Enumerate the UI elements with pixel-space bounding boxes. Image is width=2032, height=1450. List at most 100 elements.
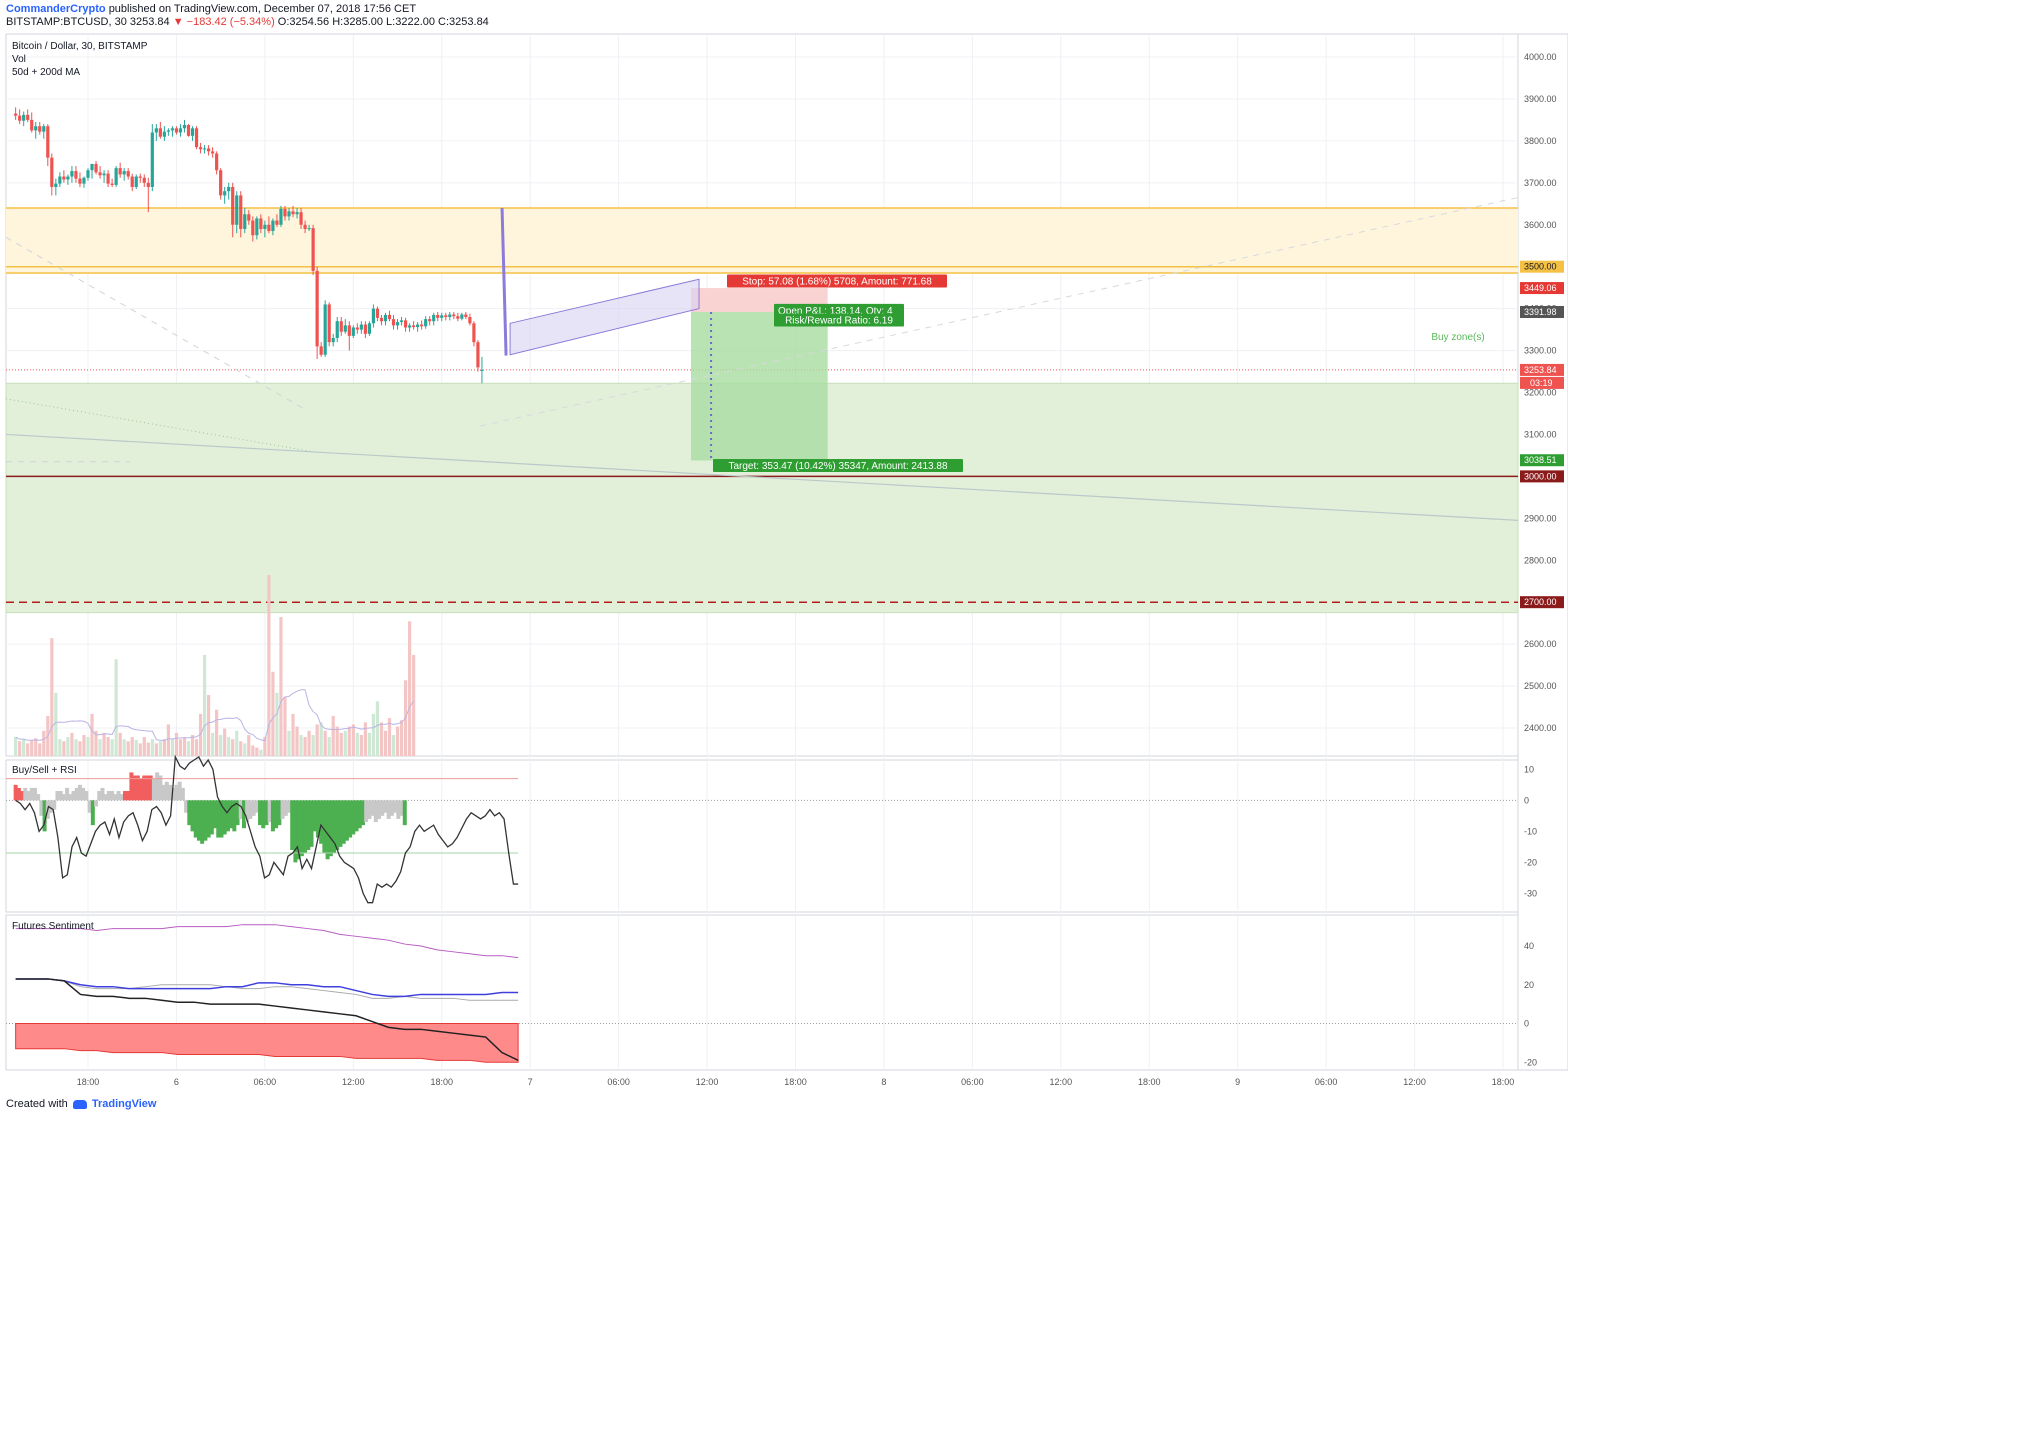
legend-ma: 50d + 200d MA bbox=[12, 67, 80, 78]
volume-bar bbox=[194, 739, 199, 756]
candle-body bbox=[263, 224, 267, 229]
candle-body bbox=[194, 128, 199, 148]
buysell-bar bbox=[370, 800, 375, 816]
volume-bar bbox=[122, 739, 126, 756]
volume-bar bbox=[106, 737, 110, 756]
candle-body bbox=[122, 171, 126, 175]
x-tick-label: 6 bbox=[174, 1077, 179, 1087]
candle-body bbox=[311, 228, 315, 271]
candle-body bbox=[359, 324, 363, 330]
buysell-bar bbox=[290, 800, 295, 850]
buysell-bar bbox=[158, 775, 163, 801]
buysell-bar bbox=[36, 794, 41, 801]
candle-body bbox=[283, 208, 287, 217]
volume-bar bbox=[315, 724, 319, 756]
buysell-bar bbox=[164, 781, 169, 801]
candle-body bbox=[307, 228, 311, 230]
buysell-bar bbox=[161, 784, 166, 801]
axis-price-tag: 3449.06 bbox=[1524, 283, 1557, 293]
volume-bar bbox=[243, 743, 247, 756]
rsi-tick-label: -20 bbox=[1524, 857, 1537, 867]
buysell-bar bbox=[399, 800, 404, 816]
axis-price-tag-bg bbox=[1520, 282, 1564, 295]
buysell-bar bbox=[373, 800, 378, 823]
candle-body bbox=[18, 115, 22, 121]
trend-line-long bbox=[5, 433, 1519, 522]
buysell-bar bbox=[71, 791, 76, 801]
volume-bar bbox=[359, 734, 363, 756]
candle-body bbox=[375, 308, 380, 318]
volume-bar bbox=[331, 716, 335, 756]
volume-bar bbox=[62, 741, 66, 756]
volume-bar bbox=[126, 741, 130, 756]
buysell-bar bbox=[42, 800, 47, 832]
volume-bar bbox=[22, 739, 26, 756]
candle-body bbox=[436, 314, 440, 318]
axis-price-tag-bg bbox=[1520, 596, 1564, 609]
buysell-bar bbox=[293, 800, 298, 863]
footer-brand[interactable]: TradingView bbox=[91, 1098, 157, 1110]
volume-bar bbox=[110, 739, 114, 756]
buysell-bar bbox=[184, 800, 189, 813]
volume-bar bbox=[347, 726, 351, 756]
buysell-bar bbox=[90, 800, 95, 826]
buysell-bar bbox=[119, 794, 124, 801]
buysell-bar bbox=[145, 775, 150, 801]
candle-body bbox=[271, 220, 275, 232]
buysell-bar bbox=[49, 800, 54, 813]
rsi-tick-label: 0 bbox=[1524, 795, 1529, 805]
buysell-bar bbox=[241, 800, 246, 829]
volume-bar bbox=[94, 730, 98, 756]
candle-body bbox=[371, 308, 376, 324]
candle-body bbox=[259, 218, 263, 229]
pnl-label: Open P&L: 138.14, Qty: 4 bbox=[778, 306, 893, 317]
volume-bar bbox=[379, 722, 384, 756]
volume-bar bbox=[339, 732, 343, 756]
buysell-bar bbox=[103, 794, 108, 801]
volume-bar bbox=[42, 730, 46, 756]
author-link[interactable]: CommanderCrypto bbox=[6, 3, 106, 15]
volume-bar bbox=[307, 730, 311, 756]
candle-body bbox=[86, 170, 90, 178]
y-tick-label: 2800.00 bbox=[1524, 555, 1557, 565]
buysell-bar bbox=[264, 800, 269, 826]
candle-body bbox=[383, 314, 388, 322]
candle-body bbox=[416, 324, 420, 328]
candle-body bbox=[343, 325, 347, 332]
volume-bar bbox=[255, 747, 259, 756]
buysell-bar bbox=[177, 781, 182, 801]
volume-bar bbox=[247, 734, 251, 756]
candle-body bbox=[170, 128, 175, 131]
rsi-pane-title: Buy/Sell + RSI bbox=[12, 765, 77, 776]
buysell-bar bbox=[344, 800, 349, 841]
legend-vol: Vol bbox=[12, 54, 26, 65]
candle-body bbox=[247, 214, 251, 221]
futures-pane-title: Futures Sentiment bbox=[12, 921, 94, 932]
volume-bar bbox=[319, 722, 323, 756]
volume-bar bbox=[231, 739, 235, 756]
candle-body bbox=[54, 183, 58, 188]
candle-body bbox=[74, 171, 78, 179]
candle-body bbox=[255, 218, 259, 236]
x-tick-label: 06:00 bbox=[1315, 1077, 1338, 1087]
buysell-bar bbox=[322, 800, 327, 854]
candle-body bbox=[78, 178, 82, 184]
buysell-bar bbox=[312, 800, 317, 832]
candle-body bbox=[275, 220, 279, 225]
buysell-bar bbox=[84, 791, 89, 801]
volume-bar bbox=[198, 713, 203, 756]
buysell-bar bbox=[65, 787, 70, 801]
x-tick-label: 12:00 bbox=[342, 1077, 365, 1087]
candle-body bbox=[211, 151, 215, 154]
footer: Created with TradingView bbox=[6, 1098, 156, 1110]
candle-body bbox=[158, 128, 162, 137]
buysell-bar bbox=[402, 800, 407, 826]
chart-svg[interactable]: Buy zone(s) 18:00 6 06:00 12:00 18:00 7 06:00 1… bbox=[0, 0, 1568, 1115]
axis-price-tag: 2700.00 bbox=[1524, 597, 1557, 607]
buysell-bar bbox=[232, 800, 237, 832]
buysell-bar bbox=[360, 800, 365, 826]
candle-body bbox=[166, 130, 170, 132]
buysell-bar bbox=[254, 800, 259, 813]
candle-body bbox=[315, 270, 319, 347]
volume-bar bbox=[291, 713, 295, 756]
